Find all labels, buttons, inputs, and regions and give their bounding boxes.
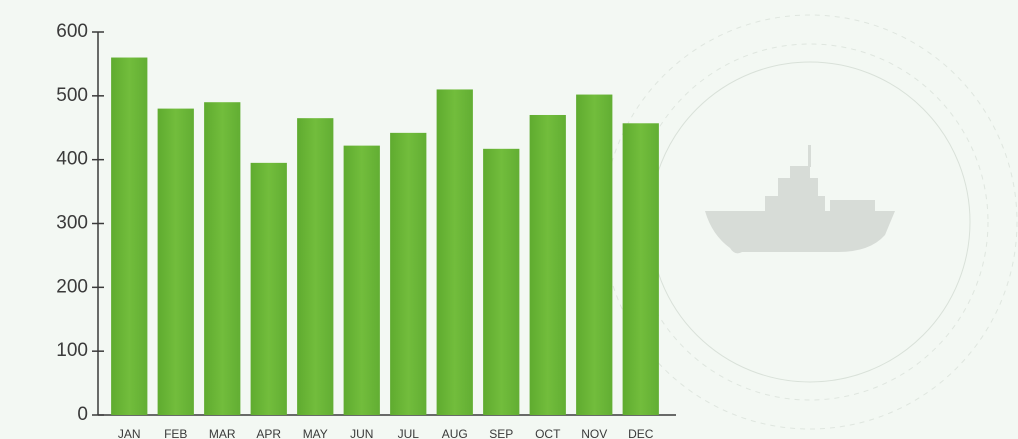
bar: [436, 89, 473, 415]
bar: [483, 148, 520, 415]
x-tick-label: OCT: [535, 427, 561, 439]
bar: [157, 108, 194, 415]
x-tick-label: NOV: [581, 427, 607, 439]
y-tick-label: 600: [56, 21, 88, 42]
y-tick-label: 500: [56, 85, 88, 106]
bar: [111, 57, 148, 416]
bar: [622, 123, 659, 415]
x-tick-label: AUG: [442, 427, 468, 439]
x-tick-label: FEB: [164, 427, 187, 439]
y-tick-label: 0: [77, 404, 88, 425]
x-tick-label: JUN: [350, 427, 373, 439]
x-tick-label: MAR: [209, 427, 236, 439]
bar: [250, 162, 287, 415]
x-tick-label: MAY: [303, 427, 328, 439]
y-tick-label: 200: [56, 276, 88, 297]
bar: [204, 102, 241, 415]
bar: [297, 118, 334, 416]
bar: [390, 132, 427, 415]
y-tick-label: 300: [56, 213, 88, 234]
x-tick-label: JAN: [118, 427, 141, 439]
x-tick-label: DEC: [628, 427, 654, 439]
y-tick-label: 400: [56, 149, 88, 170]
x-tick-label: JUL: [398, 427, 420, 439]
ship-icon: [705, 145, 895, 254]
x-tick-label: SEP: [489, 427, 513, 439]
y-tick-label: 100: [56, 340, 88, 361]
bar: [576, 94, 613, 415]
x-tick-label: APR: [256, 427, 281, 439]
bar: [529, 114, 566, 415]
bar: [343, 145, 380, 415]
